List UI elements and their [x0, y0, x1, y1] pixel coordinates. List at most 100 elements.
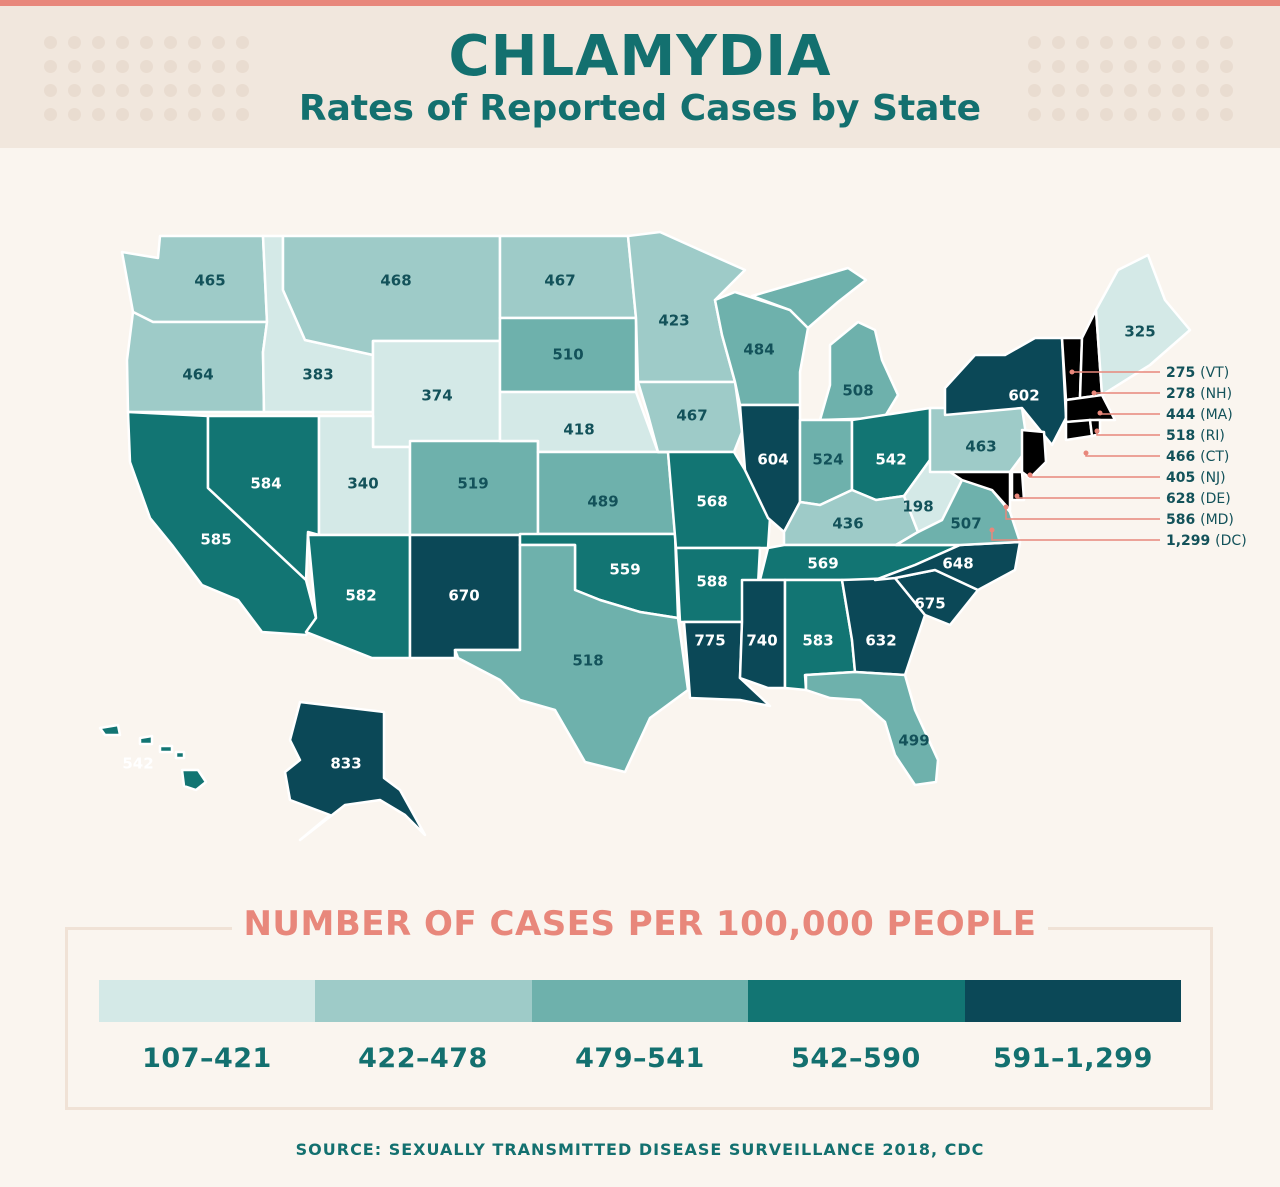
callout-leader-line [1029, 475, 1160, 478]
state-label-AL: 583 [802, 632, 833, 650]
state-label-TX: 518 [572, 652, 603, 670]
decorative-dot [140, 60, 153, 73]
state-label-WI: 484 [743, 341, 774, 359]
state-AK [283, 700, 427, 842]
state-OR [125, 310, 269, 414]
state-label-LA: 775 [694, 632, 725, 650]
decorative-dot [92, 60, 105, 73]
decorative-dot [44, 84, 57, 97]
callout-label: 466 (CT) [1166, 449, 1229, 465]
callout-label: 405 (NJ) [1166, 470, 1226, 486]
decorative-dot [116, 108, 129, 121]
legend-swatch-3 [532, 980, 748, 1022]
decorative-dot [1028, 36, 1041, 49]
decorative-dot [164, 84, 177, 97]
decorative-dot [1028, 60, 1041, 73]
state-label-CA: 585 [200, 531, 231, 549]
state-label-PA: 463 [965, 438, 996, 456]
state-label-IA: 467 [676, 407, 707, 425]
decorative-dot [236, 60, 249, 73]
decorative-dot [1100, 108, 1113, 121]
decorative-dot [1052, 108, 1065, 121]
state-label-AK: 833 [330, 755, 361, 773]
state-label-IL: 604 [757, 451, 788, 469]
state-label-FL: 499 [898, 732, 929, 750]
legend-title: NUMBER OF CASES PER 100,000 PEOPLE [232, 904, 1048, 944]
decorative-dot [44, 36, 57, 49]
state-label-MN: 423 [658, 312, 689, 330]
callout-label: 275 (VT) [1166, 365, 1229, 381]
callout-leader-line [1085, 453, 1160, 457]
callout-anchor-dot [989, 527, 995, 533]
state-value-labels: 465 464 585 584 383 468 374 340 582 519 670 467 510 4… [122, 272, 1155, 773]
state-ME [1094, 253, 1192, 397]
header-band [0, 6, 1280, 148]
decorative-dot [1124, 60, 1137, 73]
callout-anchor-dot [1083, 450, 1089, 456]
decorative-dot [1196, 60, 1209, 73]
callout-anchor-dot [1014, 493, 1020, 499]
decorative-dot [1124, 36, 1137, 49]
state-label-KY: 436 [832, 515, 863, 533]
decorative-dot [68, 84, 81, 97]
state-label-NE: 418 [563, 421, 594, 439]
state-label-CO: 519 [457, 475, 488, 493]
decorative-dot [212, 60, 225, 73]
decorative-dot [1148, 60, 1161, 73]
decorative-dot [1076, 84, 1089, 97]
page-subtitle: Rates of Reported Cases by State [298, 88, 982, 129]
legend-range-3: 479–541 [575, 1043, 705, 1074]
legend-swatch-1 [99, 980, 315, 1022]
state-RI [1088, 418, 1102, 438]
callout-anchor-dot [1027, 472, 1033, 478]
decorative-dot [1196, 36, 1209, 49]
state-label-AZ: 582 [345, 587, 376, 605]
decorative-dot [1148, 108, 1161, 121]
legend-swatch-2 [315, 980, 532, 1022]
decorative-dot [236, 84, 249, 97]
callout-leader-line [1016, 496, 1160, 499]
decorative-dot [116, 84, 129, 97]
decorative-dot [92, 84, 105, 97]
callout-anchor-dot [1091, 390, 1097, 396]
state-label-AR: 588 [696, 573, 727, 591]
decorative-dot [1196, 84, 1209, 97]
callout-label: 1,299 (DC) [1166, 533, 1247, 549]
decorative-dot [1076, 36, 1089, 49]
callout-anchor-dot [1097, 410, 1103, 416]
state-label-WY: 374 [421, 387, 452, 405]
legend-range-2: 422–478 [358, 1043, 488, 1074]
callout-label: 444 (MA) [1166, 407, 1233, 423]
state-label-ID: 383 [302, 366, 333, 384]
decorative-dot [212, 108, 225, 121]
callout-label: 628 (DE) [1166, 491, 1231, 507]
state-label-OH: 542 [875, 451, 906, 469]
decorative-dot [1172, 36, 1185, 49]
state-MD [948, 470, 1012, 512]
decorative-dot [1124, 84, 1137, 97]
callout-label: 278 (NH) [1166, 386, 1232, 402]
decorative-dot [188, 60, 201, 73]
decorative-dot [236, 108, 249, 121]
top-accent-stripe [0, 0, 1280, 6]
decorative-dot [1052, 60, 1065, 73]
state-CT [1064, 418, 1094, 442]
state-label-WV: 198 [902, 498, 933, 516]
legend-range-1: 107–421 [142, 1043, 272, 1074]
decorative-dot [1220, 84, 1233, 97]
decorative-dot [212, 84, 225, 97]
decorative-dots-right [1028, 36, 1238, 121]
decorative-dot [1220, 60, 1233, 73]
decorative-dot [92, 36, 105, 49]
state-label-ND: 467 [544, 272, 575, 290]
state-label-KS: 489 [587, 493, 618, 511]
decorative-dot [1124, 108, 1137, 121]
legend-range-4: 542–590 [791, 1043, 921, 1074]
state-MA [1064, 393, 1117, 424]
state-label-SC: 675 [914, 595, 945, 613]
state-label-NV: 584 [250, 475, 281, 493]
callout-leader-line [1096, 431, 1160, 436]
decorative-dot [1172, 108, 1185, 121]
callout-anchor-dot [1069, 369, 1075, 375]
state-label-SD: 510 [552, 346, 583, 364]
